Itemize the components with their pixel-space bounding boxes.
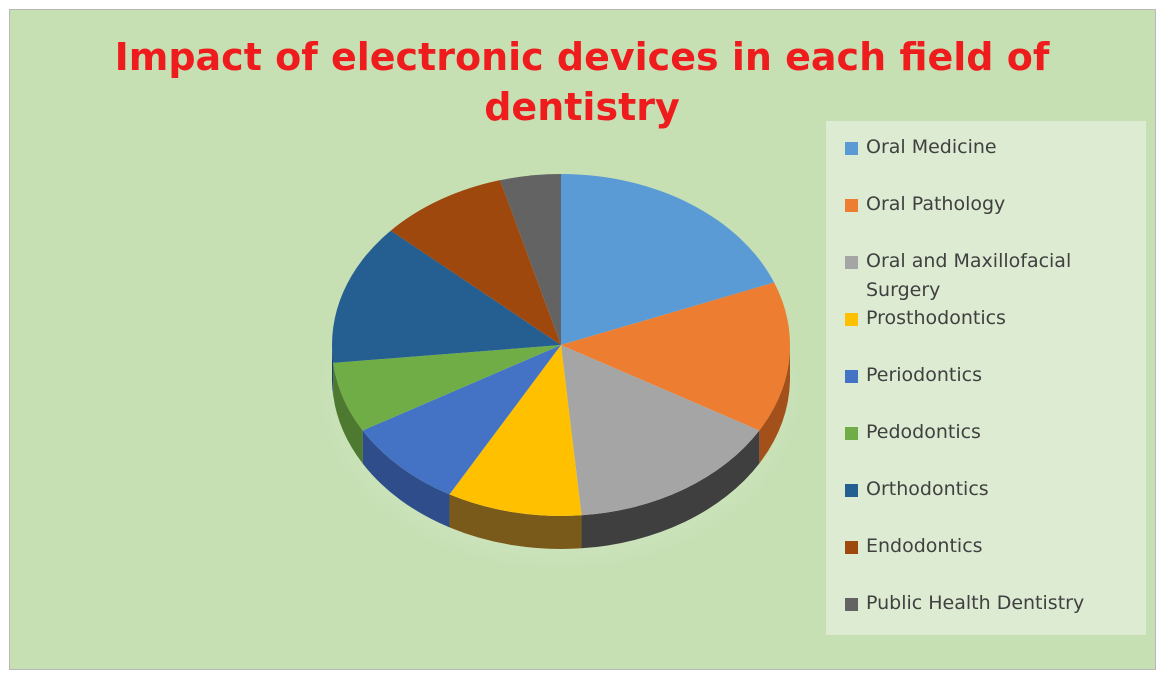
legend-swatch — [845, 199, 858, 212]
legend-item-orthodontics: Orthodontics — [845, 475, 1136, 504]
pie-slice-prosthodontics — [449, 345, 582, 516]
legend-item-oral-pathology: Oral Pathology — [845, 190, 1136, 219]
legend-label: Periodontics — [866, 364, 982, 386]
pie-side-oral-and-maxillofacial-surgery — [581, 430, 760, 549]
chart-title: Impact of electronic devices in each fie… — [40, 32, 1124, 132]
pie-slice-oral-pathology — [561, 282, 790, 431]
pie-side-prosthodontics — [449, 494, 582, 549]
legend-label: Prosthodontics — [866, 307, 1006, 329]
legend-label: Public Health Dentistry — [866, 592, 1085, 614]
legend-swatch — [845, 541, 858, 554]
legend-label: Pedodontics — [866, 421, 981, 443]
legend-label: Orthodontics — [866, 478, 989, 500]
pie-side-pedodontics — [333, 362, 363, 464]
legend-swatch — [845, 313, 858, 326]
pie-slice-periodontics — [362, 345, 561, 495]
pie-side-periodontics — [362, 430, 450, 528]
legend-swatch — [845, 484, 858, 497]
legend: Oral Medicine Oral Pathology Oral and Maxi… — [826, 121, 1146, 635]
pie-slice-endodontics — [390, 180, 561, 345]
legend-item-periodontics: Periodontics — [845, 361, 1136, 390]
legend-item-oral-medicine: Oral Medicine — [845, 133, 1136, 162]
legend-item-prosthodontics: Prosthodontics — [845, 304, 1136, 333]
legend-swatch — [845, 427, 858, 440]
legend-label: Oral and Maxillofacial — [866, 250, 1072, 272]
legend-swatch — [845, 256, 858, 269]
pie-slice-orthodontics — [332, 230, 561, 363]
legend-item-endodontics: Endodontics — [845, 532, 1136, 561]
pie-slice-pedodontics — [333, 345, 561, 431]
legend-swatch — [845, 142, 858, 155]
legend-swatch — [845, 370, 858, 383]
pie-slice-oral-medicine — [561, 174, 775, 345]
legend-label: Oral Pathology — [866, 193, 1006, 215]
chart-title-line-2: dentistry — [484, 85, 680, 129]
pie-slices — [332, 174, 790, 516]
legend-label: Surgery — [866, 279, 941, 301]
pie-sides — [332, 345, 790, 549]
pie-slice-oral-and-maxillofacial-surgery — [561, 345, 760, 516]
legend-item-oral-and-maxillofacial-surgery: Oral and Maxillofacial Surgery — [845, 247, 1136, 305]
legend-swatch — [845, 598, 858, 611]
legend-label: Oral Medicine — [866, 136, 997, 158]
legend-item-public-health-dentistry: Public Health Dentistry — [845, 589, 1136, 618]
legend-label: Endodontics — [866, 535, 983, 557]
pie-slice-public-health-dentistry — [500, 174, 561, 345]
legend-item-pedodontics: Pedodontics — [845, 418, 1136, 447]
chart-title-line-1: Impact of electronic devices in each fie… — [114, 35, 1050, 79]
pie-side-orthodontics — [332, 345, 334, 396]
pie-side-oral-pathology — [759, 345, 790, 464]
